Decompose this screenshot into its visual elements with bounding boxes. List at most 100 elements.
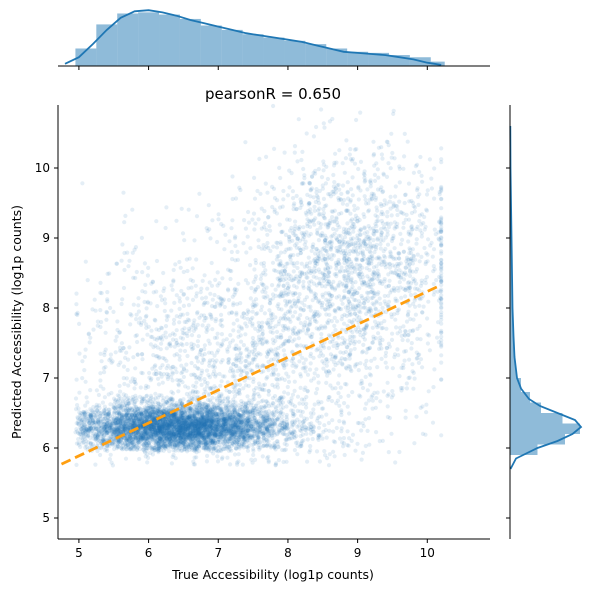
scatter-point <box>189 447 194 452</box>
scatter-point <box>190 416 195 421</box>
scatter-point <box>166 437 171 442</box>
scatter-point <box>102 422 107 427</box>
x-marginal-histogram <box>58 9 490 70</box>
scatter-point <box>157 412 162 417</box>
scatter-point <box>140 436 145 441</box>
scatter-point <box>125 415 130 421</box>
scatter-point <box>251 442 256 447</box>
scatter-point <box>185 417 190 422</box>
scatter-point <box>203 415 208 421</box>
scatter-point <box>98 429 103 434</box>
scatter-point <box>130 437 135 442</box>
scatter-point <box>276 417 281 422</box>
scatter-point <box>244 422 249 427</box>
scatter-point <box>168 430 173 435</box>
scatter-point <box>174 427 179 432</box>
scatter-point <box>153 391 158 396</box>
scatter-point <box>179 420 184 426</box>
y-hist-bar <box>510 308 513 329</box>
scatter-point <box>106 407 111 412</box>
scatter-point <box>163 425 168 430</box>
scatter-point <box>250 442 255 448</box>
scatter-point <box>233 415 238 420</box>
scatter-point <box>184 432 189 437</box>
scatter-point <box>118 442 123 447</box>
scatter-point <box>260 429 265 434</box>
scatter-point <box>168 418 173 423</box>
scatter-point <box>210 416 215 421</box>
scatter-point <box>88 418 93 423</box>
scatter-point <box>237 434 242 439</box>
scatter-point <box>204 404 209 409</box>
scatter-point <box>127 441 132 446</box>
scatter-point <box>233 430 238 435</box>
scatter-point <box>233 422 238 427</box>
scatter-point <box>183 427 188 433</box>
scatter-point <box>216 405 221 410</box>
scatter-point <box>224 431 230 436</box>
scatter-point <box>133 404 138 410</box>
scatter-point <box>117 415 122 420</box>
scatter-point <box>238 438 243 443</box>
scatter-point <box>95 433 100 438</box>
scatter-point <box>207 413 212 418</box>
scatter-point <box>160 438 165 444</box>
scatter-point <box>122 441 127 446</box>
scatter-point <box>211 446 216 451</box>
scatter-point <box>225 418 230 423</box>
scatter-point <box>264 438 269 443</box>
scatter-point <box>238 414 243 419</box>
scatter-point <box>330 418 335 423</box>
scatter-point <box>144 399 149 404</box>
scatter-point <box>316 425 322 430</box>
scatter-point <box>223 403 228 408</box>
scatter-point <box>106 412 111 417</box>
scatter-point <box>151 424 156 429</box>
scatter-point <box>161 419 166 424</box>
x-hist-bar <box>242 34 264 66</box>
scatter-point <box>361 424 366 429</box>
scatter-point <box>145 405 150 410</box>
scatter-point <box>180 425 185 430</box>
scatter-point <box>167 419 172 424</box>
scatter-point <box>126 425 131 430</box>
scatter-point <box>264 439 269 444</box>
x-hist-bar <box>305 44 327 66</box>
scatter-point <box>288 436 293 441</box>
scatter-point <box>226 422 231 428</box>
scatter-point <box>91 431 96 436</box>
scatter-point <box>201 442 206 448</box>
scatter-point <box>188 431 193 436</box>
scatter-point <box>166 423 172 428</box>
scatter-point <box>156 408 161 413</box>
scatter-point <box>222 429 227 435</box>
scatter-point <box>345 429 350 434</box>
scatter-point <box>256 445 261 450</box>
scatter-point <box>231 413 236 419</box>
scatter-point <box>194 444 199 449</box>
scatter-point <box>101 437 106 442</box>
scatter-point <box>226 445 231 450</box>
scatter-point <box>196 426 201 431</box>
x-hist-bar <box>117 13 139 66</box>
scatter-point <box>78 416 83 421</box>
scatter-point <box>192 415 197 420</box>
scatter-point <box>161 431 166 436</box>
scatter-point <box>196 411 201 416</box>
scatter-point <box>165 426 170 431</box>
scatter-point <box>159 429 164 434</box>
scatter-point <box>197 414 202 419</box>
scatter-point <box>231 420 236 425</box>
y-hist-bar <box>510 350 515 364</box>
scatter-point <box>92 410 97 415</box>
scatter-point <box>242 422 247 427</box>
scatter-point <box>284 412 289 418</box>
scatter-point <box>123 405 128 410</box>
scatter-point <box>257 407 263 412</box>
scatter-point <box>155 431 160 436</box>
scatter-point <box>239 425 244 430</box>
scatter-point <box>128 415 134 420</box>
scatter-point <box>206 425 212 430</box>
scatter-point <box>115 441 120 446</box>
scatter-point <box>123 412 129 417</box>
